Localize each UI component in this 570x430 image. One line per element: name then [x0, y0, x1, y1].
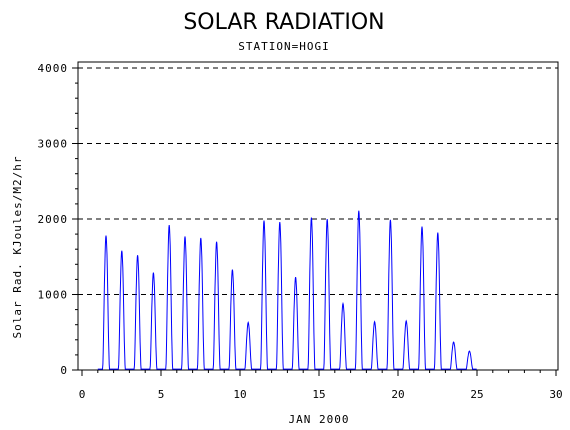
x-tick-label-15: 15 — [312, 388, 325, 401]
x-tick-label-5: 5 — [158, 388, 165, 401]
y-tick-label-4000: 4000 — [38, 62, 69, 75]
series-layer — [97, 210, 477, 370]
x-tick-label-30: 30 — [549, 388, 562, 401]
gridlines — [78, 67, 558, 295]
plot-frame — [77, 61, 559, 371]
x-tick-label-25: 25 — [470, 388, 483, 401]
x-tick-label-10: 10 — [233, 388, 246, 401]
x-tick-label-20: 20 — [391, 388, 404, 401]
chart-subtitle: STATION=HOGI — [238, 40, 329, 53]
y-tick-label-3000: 3000 — [38, 138, 69, 151]
chart-title: SOLAR RADIATION — [183, 10, 384, 35]
y-tick-label-1000: 1000 — [38, 289, 69, 302]
series-line-solar-radiation — [97, 210, 477, 370]
y-tick-label-2000: 2000 — [38, 213, 69, 226]
x-tick-label-0: 0 — [79, 388, 86, 401]
x-axis: 0 5 10 15 20 25 30 — [79, 370, 563, 401]
y-axis: 0 1000 2000 3000 4000 — [38, 62, 78, 377]
x-axis-label: JAN 2000 — [289, 413, 350, 426]
y-tick-label-0: 0 — [60, 364, 68, 377]
y-axis-label: Solar Rad. KJoules/M2/hr — [11, 156, 24, 339]
